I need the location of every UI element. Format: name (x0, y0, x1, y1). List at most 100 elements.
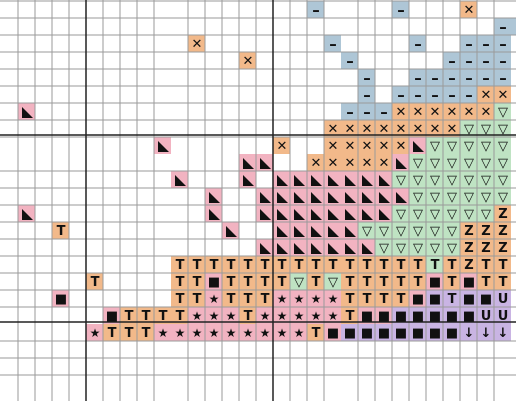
cell-fill (86, 273, 103, 290)
stitch-triangle-icon: ▽ (430, 223, 440, 239)
cell-fill (171, 307, 188, 324)
stitch-corner-icon (256, 205, 274, 223)
cell-fill (222, 307, 239, 324)
cell-fill (409, 256, 426, 273)
cell-fill (477, 188, 494, 205)
cell-fill (392, 137, 409, 154)
stitch-corner-icon (273, 239, 291, 257)
stitch-t-symbol: T (124, 308, 134, 324)
stitch-t-symbol: T (447, 291, 457, 307)
cell-fill (460, 239, 477, 256)
cell-fill (443, 256, 460, 273)
cell-fill (494, 256, 511, 273)
stitch-t-symbol: T (226, 274, 236, 290)
cell-fill (460, 256, 477, 273)
stitch-dash-icon: – (363, 102, 371, 121)
cell-fill (341, 137, 358, 154)
stitch-t-symbol: T (158, 308, 168, 324)
stitch-triangle-icon: ▽ (481, 189, 491, 205)
stitch-square-icon: ■ (377, 308, 391, 324)
stitch-t-symbol: T (345, 291, 355, 307)
cell-fill (426, 324, 443, 341)
stitch-corner-icon (290, 171, 308, 189)
stitch-z-symbol: Z (464, 223, 474, 239)
cell-fill (477, 205, 494, 222)
stitch-dash-icon: – (511, 18, 516, 36)
stitch-u-symbol: U (497, 291, 509, 307)
cell-fill (171, 273, 188, 290)
cell-fill (426, 171, 443, 188)
stitch-t-symbol: T (243, 274, 253, 290)
cell-fill (341, 103, 358, 120)
stitch-triangle-icon: ▽ (379, 240, 389, 256)
stitch-square-icon: ■ (394, 325, 408, 341)
stitch-triangle-icon: ▽ (396, 223, 406, 239)
cell-fill (494, 86, 511, 103)
stitch-arrow-down-icon: ↓ (497, 325, 509, 341)
stitch-t-symbol: T (90, 274, 100, 290)
stitch-triangle-icon: ▽ (447, 206, 457, 222)
cell-fill (375, 307, 392, 324)
cell-fill (205, 307, 222, 324)
stitch-cross-icon: ✕ (344, 121, 356, 137)
cell-fill (477, 154, 494, 171)
cell-fill (392, 290, 409, 307)
stitch-square-icon: ■ (360, 325, 374, 341)
cell-fill (188, 35, 205, 52)
cell-fill (477, 103, 494, 120)
stitch-star-icon: ★ (208, 292, 220, 306)
stitch-triangle-icon: ▽ (396, 240, 406, 256)
stitch-triangle-icon: ▽ (362, 223, 372, 239)
stitch-corner-icon (409, 137, 427, 155)
cell-fill (392, 307, 409, 324)
cell-fill (154, 307, 171, 324)
stitch-corner-icon (239, 171, 257, 189)
stitch-t-symbol: T (447, 274, 457, 290)
cell-fill (426, 120, 443, 137)
stitch-dash-icon: – (499, 68, 507, 87)
cell-fill (511, 18, 516, 35)
stitch-triangle-icon: ▽ (413, 155, 423, 171)
cell-fill (426, 154, 443, 171)
stitch-cross-icon: ✕ (310, 155, 322, 171)
cell-fill (273, 307, 290, 324)
stitch-triangle-icon: ▽ (481, 138, 491, 154)
stitch-dash-icon: – (397, 0, 405, 19)
stitch-t-symbol: T (396, 274, 406, 290)
cell-fill (392, 324, 409, 341)
stitch-t-symbol: T (107, 325, 117, 341)
cell-fill (290, 256, 307, 273)
stitch-dash-icon: – (431, 85, 439, 104)
stitch-triangle-icon: ▽ (447, 189, 457, 205)
stitch-t-symbol: T (345, 257, 355, 273)
cell-fill (375, 154, 392, 171)
stitch-star-icon: ★ (293, 326, 305, 340)
cell-fill (443, 86, 460, 103)
stitch-cross-icon: ✕ (361, 121, 373, 137)
stitch-t-symbol: T (243, 291, 253, 307)
stitch-dash-icon: – (448, 68, 456, 87)
cell-fill (341, 324, 358, 341)
stitch-square-icon: ■ (326, 325, 340, 341)
cell-fill (477, 307, 494, 324)
stitch-square-icon: ■ (445, 325, 459, 341)
stitch-dash-icon: – (363, 68, 371, 87)
cell-fill (205, 290, 222, 307)
stitch-corner-icon (324, 188, 342, 206)
cell-fill (494, 120, 511, 137)
stitch-corner-icon (273, 188, 291, 206)
cell-fill (341, 273, 358, 290)
cell-fill (494, 35, 511, 52)
stitch-triangle-icon: ▽ (481, 206, 491, 222)
stitch-z-symbol: Z (498, 240, 508, 256)
stitch-t-symbol: T (362, 274, 372, 290)
cell-fill (256, 290, 273, 307)
cell-fill (460, 103, 477, 120)
cell-fill (375, 290, 392, 307)
stitch-star-icon: ★ (327, 309, 339, 323)
cell-fill (477, 239, 494, 256)
cell-fill (494, 205, 511, 222)
cell-fill (460, 273, 477, 290)
cell-fill (324, 273, 341, 290)
stitch-square-icon: ■ (343, 325, 357, 341)
